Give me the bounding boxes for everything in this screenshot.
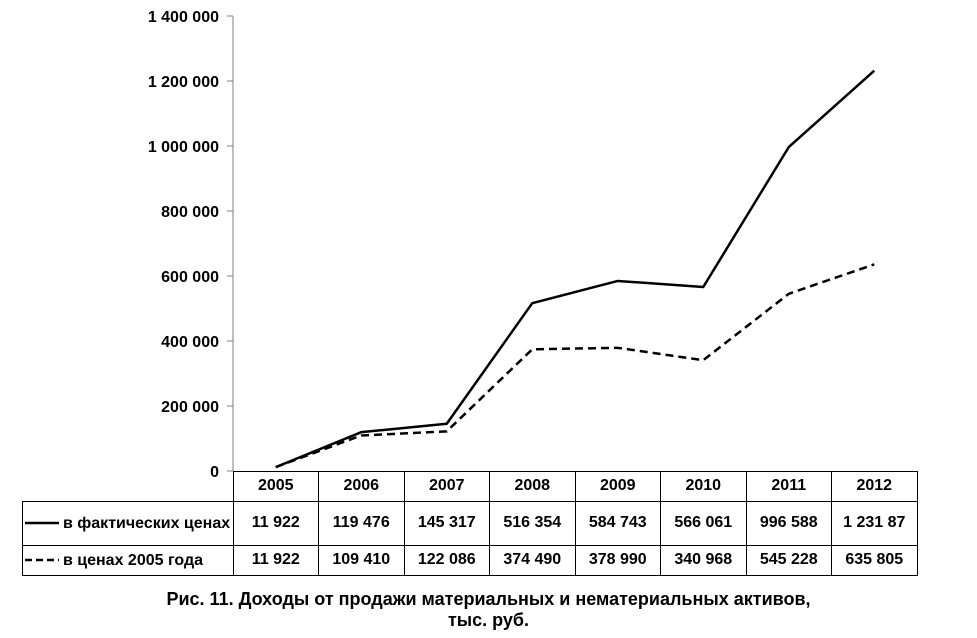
legend-entry-series-2: в ценах 2005 года	[22, 544, 234, 576]
series-line-2	[275, 263, 875, 469]
series-line-1	[275, 69, 876, 469]
data-value-cell: 378 990	[574, 544, 661, 576]
data-value-cell: 11 922	[232, 500, 319, 546]
data-value-cell: 566 061	[660, 500, 747, 546]
data-value-cell: 11 922	[232, 544, 319, 576]
table-corner-cell	[22, 471, 234, 502]
category-header-cell: 2005	[232, 471, 319, 502]
table-header-row: 2005 2006 2007 2008 2009 2010 2011 2012	[22, 471, 918, 502]
y-tick-label: 400 000	[161, 334, 219, 351]
category-header-cell: 2006	[318, 471, 405, 502]
data-value-cell: 516 354	[489, 500, 576, 546]
category-header-cell: 2010	[660, 471, 747, 502]
category-header-cell: 2011	[745, 471, 832, 502]
y-tick-label: 200 000	[161, 399, 219, 416]
data-value-cell: 635 805	[831, 544, 918, 576]
legend-label: в ценах 2005 года	[63, 551, 204, 569]
legend-entry-series-1: в фактических ценах	[22, 500, 234, 546]
legend-swatch-dashed	[25, 558, 59, 562]
data-value-cell: 1 231 87	[831, 500, 918, 546]
category-header-cell: 2009	[574, 471, 661, 502]
category-header-cell: 2008	[489, 471, 576, 502]
caption-line-2: тыс. руб.	[447, 610, 530, 630]
y-tick-label: 1 200 000	[148, 74, 219, 91]
caption-line-1: Рис. 11. Доходы от продажи материальных …	[166, 589, 811, 609]
figure-caption: Рис. 11. Доходы от продажи материальных …	[0, 589, 977, 631]
data-value-cell: 122 086	[403, 544, 490, 576]
y-tick-label: 600 000	[161, 269, 219, 286]
data-value-cell: 996 588	[745, 500, 832, 546]
data-value-cell: 340 968	[660, 544, 747, 576]
y-tick-label: 1 400 000	[148, 9, 219, 26]
category-header-cell: 2007	[403, 471, 490, 502]
data-value-cell: 145 317	[403, 500, 490, 546]
data-value-cell: 545 228	[745, 544, 832, 576]
data-table: 2005 2006 2007 2008 2009 2010 2011 2012 в факти…	[22, 471, 918, 576]
data-value-cell: 374 490	[489, 544, 576, 576]
data-value-cell: 109 410	[318, 544, 405, 576]
data-value-cell: 119 476	[318, 500, 405, 546]
legend-label: в фактических ценах	[63, 514, 231, 532]
category-header-cell: 2012	[831, 471, 918, 502]
y-tick-label: 1 000 000	[148, 139, 219, 156]
table-row-series-1: в фактических ценах 11 922 119 476 145 317…	[22, 500, 918, 546]
y-tick-label: 800 000	[161, 204, 219, 221]
legend-swatch-solid	[25, 521, 59, 524]
data-value-cell: 584 743	[574, 500, 661, 546]
table-row-series-2: в ценах 2005 года 11 922 109 410 122 086 37…	[22, 544, 918, 576]
